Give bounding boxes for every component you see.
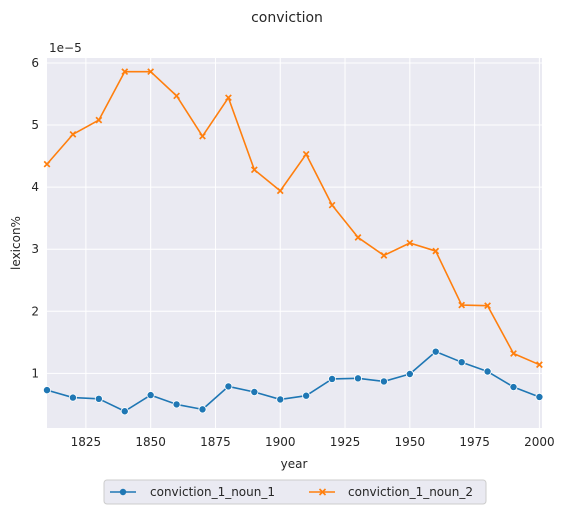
series-2-point <box>380 252 388 259</box>
series-2-point <box>225 94 232 102</box>
x-tick-label: 2000 <box>524 435 555 449</box>
series-1-point <box>379 377 388 386</box>
chart-title: conviction <box>251 10 323 26</box>
series-2-point <box>69 130 77 138</box>
plot-area <box>47 58 542 428</box>
series-1 <box>43 347 544 416</box>
series-1-point <box>43 386 52 395</box>
series-2-point <box>536 361 543 369</box>
series-2 <box>43 68 543 369</box>
series-2-point <box>484 302 491 310</box>
series-1-point <box>250 387 259 396</box>
series-2-point <box>276 187 284 195</box>
series-2-point <box>95 116 103 124</box>
series-2-line <box>46 70 540 366</box>
legend-marker-series-1 <box>119 488 127 496</box>
y-offset-label: 1e−5 <box>49 41 82 55</box>
series-1-point <box>328 374 337 383</box>
series-1-point <box>276 395 285 404</box>
series-1-point <box>302 391 311 400</box>
series-2-point <box>406 239 414 247</box>
series-1-point <box>198 405 207 414</box>
series-2-point <box>147 68 155 76</box>
y-tick-label: 1 <box>31 366 39 380</box>
series-1-point <box>146 391 155 400</box>
series-2-point <box>510 350 517 357</box>
series-2-point <box>458 301 466 309</box>
x-tick-label: 1825 <box>71 435 102 449</box>
series-1-point <box>535 392 544 401</box>
series-2-point <box>43 160 51 168</box>
legend-label-series-2: conviction_1_noun_2 <box>348 485 473 499</box>
x-tick-label: 1925 <box>330 435 361 449</box>
y-tick-label: 2 <box>31 304 39 318</box>
series-2-point <box>173 92 180 100</box>
x-tick-label: 1875 <box>200 435 231 449</box>
x-tick-label: 1950 <box>395 435 426 449</box>
series-2-point <box>354 234 362 241</box>
series-1-point <box>483 367 492 376</box>
series-1-point <box>431 347 440 356</box>
series-2-point <box>432 247 440 255</box>
series-2-point <box>328 201 336 209</box>
y-tick-label: 4 <box>31 180 39 194</box>
y-axis-ticks: 1 2 3 4 5 6 <box>31 56 39 380</box>
series-1-point <box>353 374 362 383</box>
series-1-point <box>509 383 518 392</box>
x-axis-label: year <box>281 457 308 471</box>
series-2-point <box>302 150 310 158</box>
series-1-point <box>457 358 466 367</box>
series-1-point <box>68 393 77 402</box>
legend: conviction_1_noun_1 conviction_1_noun_2 <box>103 479 487 505</box>
y-tick-label: 5 <box>31 118 39 132</box>
series-1-point <box>224 382 233 391</box>
x-axis-ticks: 1825 1850 1875 1900 1925 1950 1975 2000 <box>71 435 555 449</box>
y-tick-label: 6 <box>31 56 39 70</box>
series-2-point <box>250 166 258 174</box>
series-1-point <box>405 369 414 378</box>
x-tick-label: 1900 <box>265 435 296 449</box>
x-tick-label: 1975 <box>459 435 490 449</box>
y-tick-label: 3 <box>31 242 39 256</box>
series-layer <box>43 68 544 416</box>
series-2-point <box>199 132 206 140</box>
x-tick-label: 1850 <box>135 435 166 449</box>
series-1-line <box>46 350 540 413</box>
series-1-point <box>120 407 129 416</box>
legend-box <box>103 479 487 505</box>
series-1-point <box>94 394 103 403</box>
y-axis-label: lexicon% <box>9 216 23 270</box>
legend-marker-series-2 <box>318 488 327 496</box>
legend-label-series-1: conviction_1_noun_1 <box>150 485 275 499</box>
series-2-point <box>121 68 129 76</box>
series-1-point <box>172 400 181 409</box>
